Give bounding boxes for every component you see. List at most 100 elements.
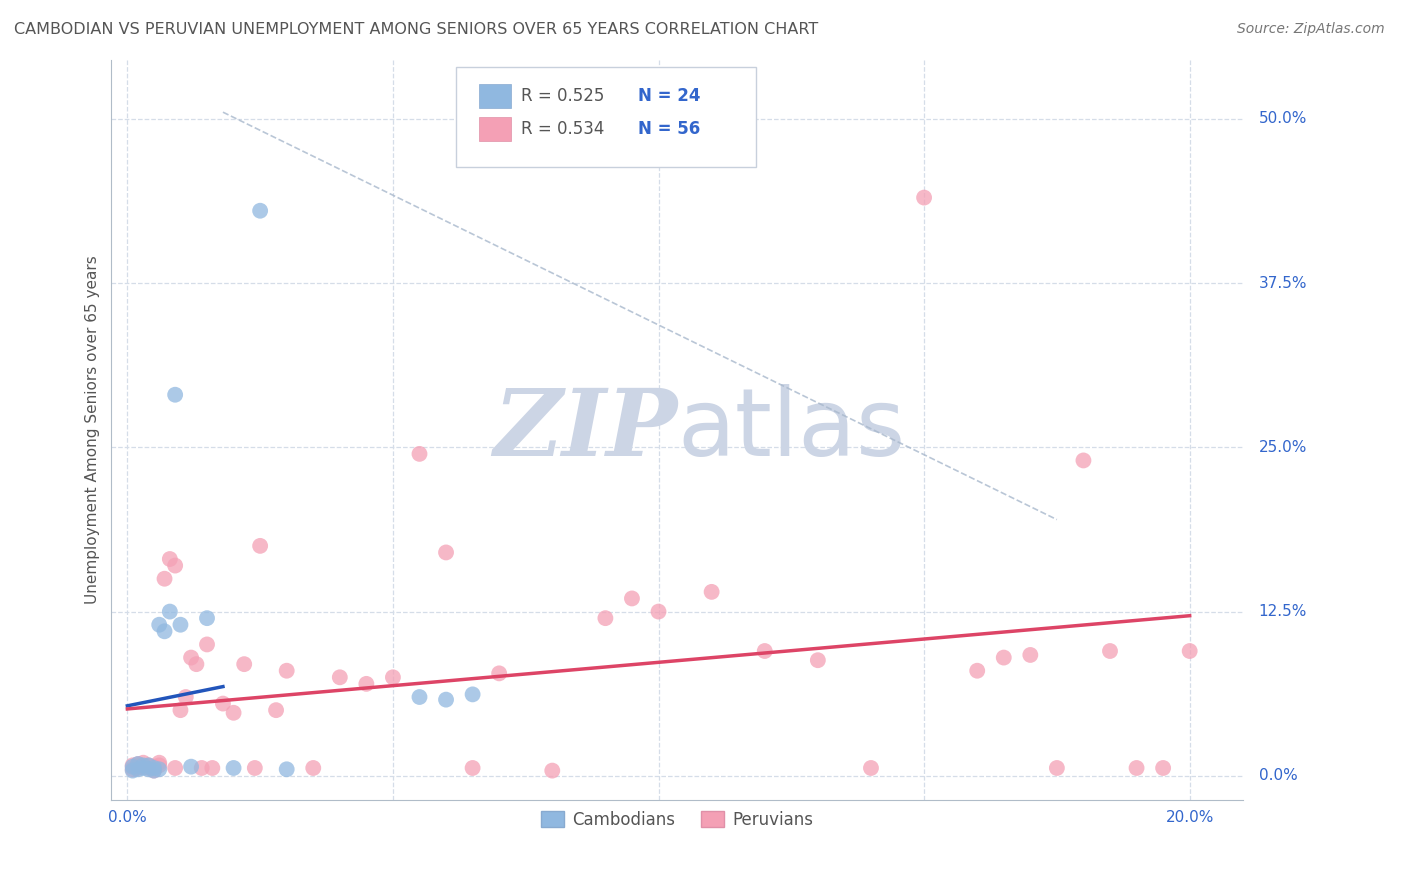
Peruvians [165,558,187,573]
Peruvians [169,703,191,717]
Peruvians [754,644,776,658]
Legend: Cambodians, Peruvians: Cambodians, Peruvians [534,805,820,836]
Peruvians [165,761,187,775]
Peruvians [966,664,988,678]
Text: ZIP: ZIP [494,384,678,475]
Cambodians [195,611,218,625]
Peruvians [1073,453,1095,467]
Peruvians [180,650,202,665]
Text: 37.5%: 37.5% [1258,276,1308,291]
Peruvians [434,545,457,559]
Text: 20.0%: 20.0% [1166,810,1213,825]
Peruvians [264,703,287,717]
Cambodians [169,617,191,632]
Peruvians [121,758,143,772]
Peruvians [912,191,935,205]
Cambodians [138,762,160,776]
Peruvians [222,706,245,720]
Cambodians [121,764,143,778]
FancyBboxPatch shape [479,84,510,108]
Peruvians [807,653,830,667]
Peruvians [302,761,325,775]
Peruvians [121,762,143,776]
Peruvians [243,761,266,775]
Peruvians [190,761,212,775]
Text: 0.0%: 0.0% [1258,768,1298,783]
Cambodians [148,762,170,776]
Cambodians [165,388,187,402]
Peruvians [249,539,271,553]
Peruvians [1178,644,1201,658]
Peruvians [595,611,617,625]
Peruvians [647,605,669,619]
Peruvians [488,666,510,681]
Cambodians [408,690,430,704]
Text: R = 0.525: R = 0.525 [522,87,605,105]
Cambodians [461,687,484,701]
Peruvians [233,657,256,672]
Peruvians [1098,644,1121,658]
Peruvians [148,758,170,772]
Text: N = 56: N = 56 [637,120,700,138]
Cambodians [180,759,202,773]
Cambodians [127,762,149,776]
Cambodians [222,761,245,775]
Text: 0.0%: 0.0% [108,810,146,825]
Cambodians [249,203,271,218]
Peruvians [381,670,404,684]
Peruvians [620,591,643,606]
Peruvians [329,670,352,684]
Peruvians [356,677,378,691]
Peruvians [1019,648,1042,662]
Text: 50.0%: 50.0% [1258,112,1308,127]
FancyBboxPatch shape [479,118,510,141]
Peruvians [132,759,155,773]
Cambodians [276,762,298,776]
Text: R = 0.534: R = 0.534 [522,120,605,138]
Peruvians [138,758,160,772]
Text: 25.0%: 25.0% [1258,440,1308,455]
Peruvians [153,572,176,586]
Peruvians [195,637,218,651]
Cambodians [138,758,160,772]
Cambodians [142,764,165,778]
Peruvians [1125,761,1147,775]
Cambodians [127,757,149,772]
Peruvians [127,761,149,775]
Text: Source: ZipAtlas.com: Source: ZipAtlas.com [1237,22,1385,37]
Peruvians [276,664,298,678]
Peruvians [408,447,430,461]
Peruvians [1046,761,1069,775]
Cambodians [121,759,143,773]
Text: 12.5%: 12.5% [1258,604,1308,619]
Peruvians [186,657,208,672]
Cambodians [132,758,155,772]
Peruvians [993,650,1015,665]
Peruvians [159,552,181,566]
Peruvians [541,764,564,778]
Text: atlas: atlas [678,384,905,475]
Cambodians [148,617,170,632]
Cambodians [142,761,165,775]
Peruvians [700,585,723,599]
Peruvians [1152,761,1174,775]
Peruvians [132,756,155,770]
Cambodians [153,624,176,639]
Peruvians [201,761,224,775]
Peruvians [127,757,149,772]
Peruvians [212,697,235,711]
Peruvians [138,761,160,775]
Text: CAMBODIAN VS PERUVIAN UNEMPLOYMENT AMONG SENIORS OVER 65 YEARS CORRELATION CHART: CAMBODIAN VS PERUVIAN UNEMPLOYMENT AMONG… [14,22,818,37]
Cambodians [159,605,181,619]
Peruvians [174,690,197,704]
Peruvians [142,764,165,778]
Cambodians [132,761,155,775]
Cambodians [434,692,457,706]
Peruvians [142,759,165,773]
Peruvians [148,756,170,770]
Peruvians [859,761,882,775]
FancyBboxPatch shape [457,67,756,167]
Text: N = 24: N = 24 [637,87,700,105]
Y-axis label: Unemployment Among Seniors over 65 years: Unemployment Among Seniors over 65 years [86,255,100,604]
Peruvians [461,761,484,775]
